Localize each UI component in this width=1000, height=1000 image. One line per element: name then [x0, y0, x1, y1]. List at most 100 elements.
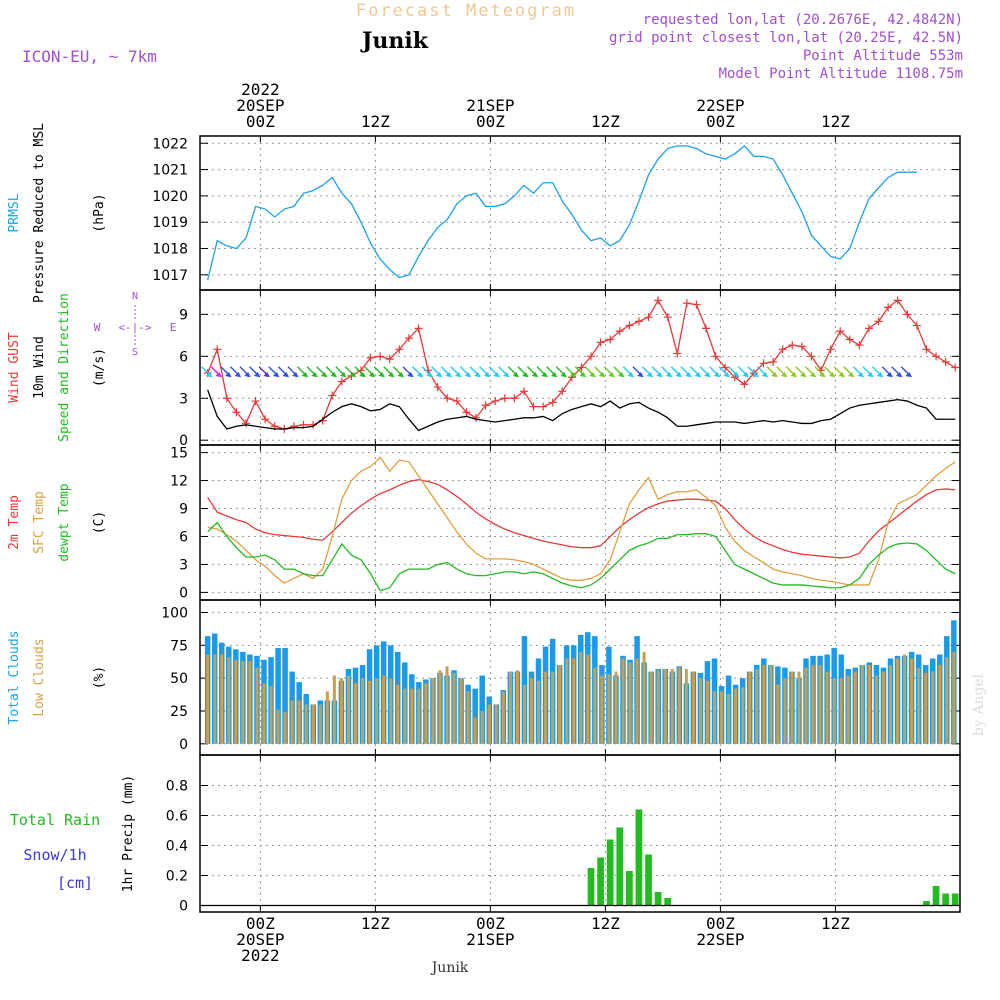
wind-barb-head-66 — [838, 372, 845, 378]
clouds-bar-1-35 — [452, 672, 456, 744]
gust-marker-69 — [864, 324, 873, 333]
wind-barb-head-43 — [617, 372, 625, 378]
bottom-time-label-3-0: 12Z — [591, 914, 620, 933]
top-time-label-0-1: 20SEP — [236, 96, 284, 115]
clouds-bar-1-56 — [600, 675, 604, 744]
temp-ytick-label-3: 9 — [179, 502, 188, 518]
gust-marker-3 — [232, 408, 241, 417]
gust-marker-27 — [462, 408, 471, 417]
wind-barb-head-69 — [867, 372, 874, 378]
wind-barb-head-35 — [541, 372, 548, 378]
wind-unit: (m/s) — [92, 348, 107, 387]
wind-ylabel-0: Wind GUST — [7, 332, 22, 403]
gust-marker-20 — [395, 345, 404, 354]
bottom-time-label-4-0: 00Z — [706, 914, 735, 933]
gust-marker-49 — [673, 349, 682, 358]
clouds-bar-1-74 — [727, 693, 731, 744]
top-time-label-5-0: 12Z — [821, 112, 850, 131]
gust-marker-4 — [242, 419, 251, 428]
wind-barb-head-30 — [493, 372, 500, 378]
clouds-bar-1-44 — [515, 670, 519, 744]
location-title: Junik — [360, 28, 429, 54]
wind-series-1 — [207, 389, 956, 432]
wind-ylabel-2: Speed and Direction — [57, 293, 72, 442]
pressure-ytick-label-2: 1019 — [152, 215, 188, 231]
clouds-bar-1-97 — [888, 665, 893, 744]
gust-marker-33 — [519, 387, 528, 396]
clouds-bar-1-88 — [825, 671, 829, 744]
gust-marker-68 — [855, 341, 864, 350]
point-altitude: Point Altitude 553m — [803, 48, 963, 64]
clouds-bar-1-67 — [677, 667, 681, 744]
temp-ytick-label-5: 15 — [170, 446, 188, 462]
wind-barb-head-58 — [761, 372, 769, 378]
clouds-bar-1-22 — [361, 678, 365, 744]
pressure-frame — [199, 135, 961, 291]
clouds-bar-1-26 — [389, 678, 393, 744]
clouds-bar-1-58 — [614, 671, 618, 744]
gust-marker-74 — [912, 321, 921, 330]
gust-marker-54 — [721, 363, 730, 372]
bottom-time-label-0-0: 00Z — [246, 914, 275, 933]
gust-marker-1 — [213, 345, 222, 354]
temp-ytick-label-4: 12 — [170, 474, 188, 490]
clouds-bar-1-68 — [684, 668, 688, 744]
wind-barb-head-5 — [253, 372, 261, 378]
temp-ytick-label-2: 6 — [179, 529, 188, 545]
clouds-bar-1-80 — [769, 665, 773, 744]
gust-marker-60 — [778, 345, 787, 354]
clouds-bar-1-51 — [565, 658, 569, 744]
pressure-ylabel-1: Pressure Reduced to MSL — [32, 123, 47, 303]
wind-barb-head-54 — [723, 372, 730, 378]
wind-barb-head-59 — [771, 372, 778, 378]
wind-ytick-label-2: 6 — [179, 349, 188, 365]
clouds-bar-1-28 — [403, 688, 407, 744]
clouds-bar-1-70 — [698, 678, 702, 744]
clouds-bar-1-37 — [466, 691, 470, 744]
wind-barb-head-19 — [387, 372, 395, 378]
precip-bar-15 — [951, 893, 959, 906]
wind-barb-head-40 — [589, 372, 596, 378]
precip-bar-12 — [923, 901, 930, 906]
clouds-bar-1-31 — [424, 683, 428, 744]
wind-barb-head-28 — [474, 372, 481, 378]
clouds-ytick-label-1: 25 — [170, 704, 188, 720]
wind-barb-head-57 — [752, 372, 759, 378]
clouds-bar-1-47 — [537, 680, 541, 744]
wind-barb-head-36 — [550, 372, 558, 378]
clouds-bar-1-89 — [832, 678, 836, 744]
clouds-bar-1-54 — [586, 654, 590, 744]
clouds-bar-1-52 — [572, 658, 576, 744]
clouds-bar-1-64 — [656, 670, 660, 744]
precip-bar-7 — [654, 892, 662, 906]
top-time-label-3-0: 12Z — [591, 112, 620, 131]
wind-barb-head-6 — [263, 372, 270, 378]
wind-barb-head-16 — [359, 372, 366, 378]
clouds-bar-1-42 — [501, 691, 505, 744]
wind-barb-head-53 — [713, 372, 721, 378]
clouds-bar-1-76 — [741, 687, 745, 744]
clouds-bar-1-86 — [811, 665, 815, 744]
clouds-bar-1-32 — [431, 678, 435, 744]
gust-marker-39 — [577, 363, 586, 372]
wind-barb-head-27 — [464, 372, 472, 378]
precip-ytick-label-3: 0.6 — [166, 809, 188, 825]
gust-marker-71 — [884, 303, 893, 312]
gust-marker-78 — [951, 363, 960, 372]
clouds-bar-1-10 — [276, 709, 280, 744]
wind-barb-head-65 — [828, 372, 836, 378]
clouds-bar-1-33 — [438, 670, 442, 744]
clouds-bar-1-30 — [417, 688, 421, 744]
gust-marker-21 — [404, 334, 413, 343]
watermark: by Angel — [971, 673, 987, 736]
gust-marker-32 — [510, 394, 519, 403]
bottom-time-label-2-1: 21SEP — [466, 930, 514, 949]
wind-barb-head-10 — [301, 372, 309, 378]
precip-ytick-label-0: 0 — [179, 899, 188, 915]
wind-barb-head-71 — [886, 372, 893, 378]
wind-barb-head-56 — [742, 372, 750, 378]
clouds-bar-1-12 — [290, 700, 294, 744]
wind-barb-head-64 — [819, 372, 826, 378]
gust-marker-24 — [433, 383, 442, 392]
